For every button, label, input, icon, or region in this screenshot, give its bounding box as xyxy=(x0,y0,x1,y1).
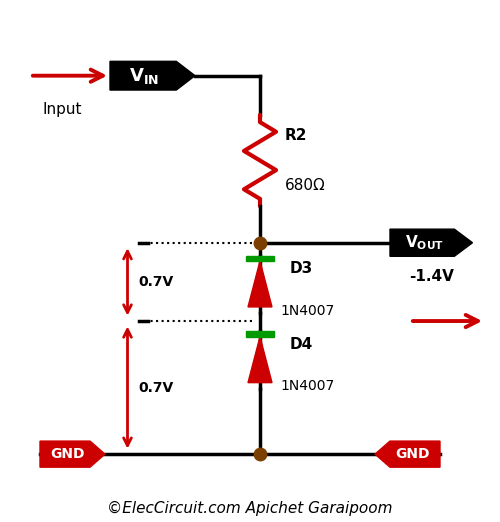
Text: ©ElecCircuit.com Apichet Garaipoom: ©ElecCircuit.com Apichet Garaipoom xyxy=(107,502,393,516)
Text: D3: D3 xyxy=(290,262,314,276)
Text: GND: GND xyxy=(50,447,85,461)
Polygon shape xyxy=(248,261,272,307)
Bar xyxy=(246,256,274,261)
Bar xyxy=(246,331,274,337)
Text: 1N4007: 1N4007 xyxy=(280,304,334,317)
Text: D4: D4 xyxy=(290,337,314,352)
Polygon shape xyxy=(390,229,472,256)
Text: 680Ω: 680Ω xyxy=(285,178,326,193)
Polygon shape xyxy=(110,62,195,90)
Polygon shape xyxy=(375,441,440,467)
Text: 0.7V: 0.7V xyxy=(138,381,174,395)
Text: $\mathbf{V_{OUT}}$: $\mathbf{V_{OUT}}$ xyxy=(405,233,444,252)
Text: Input: Input xyxy=(42,102,82,117)
Text: GND: GND xyxy=(395,447,430,461)
Polygon shape xyxy=(248,337,272,383)
Text: $\mathbf{V_{IN}}$: $\mathbf{V_{IN}}$ xyxy=(129,66,159,86)
Text: 1N4007: 1N4007 xyxy=(280,379,334,393)
Polygon shape xyxy=(40,441,105,467)
Text: R2: R2 xyxy=(285,128,308,143)
Text: 0.7V: 0.7V xyxy=(138,275,174,289)
Text: -1.4V: -1.4V xyxy=(409,269,454,284)
